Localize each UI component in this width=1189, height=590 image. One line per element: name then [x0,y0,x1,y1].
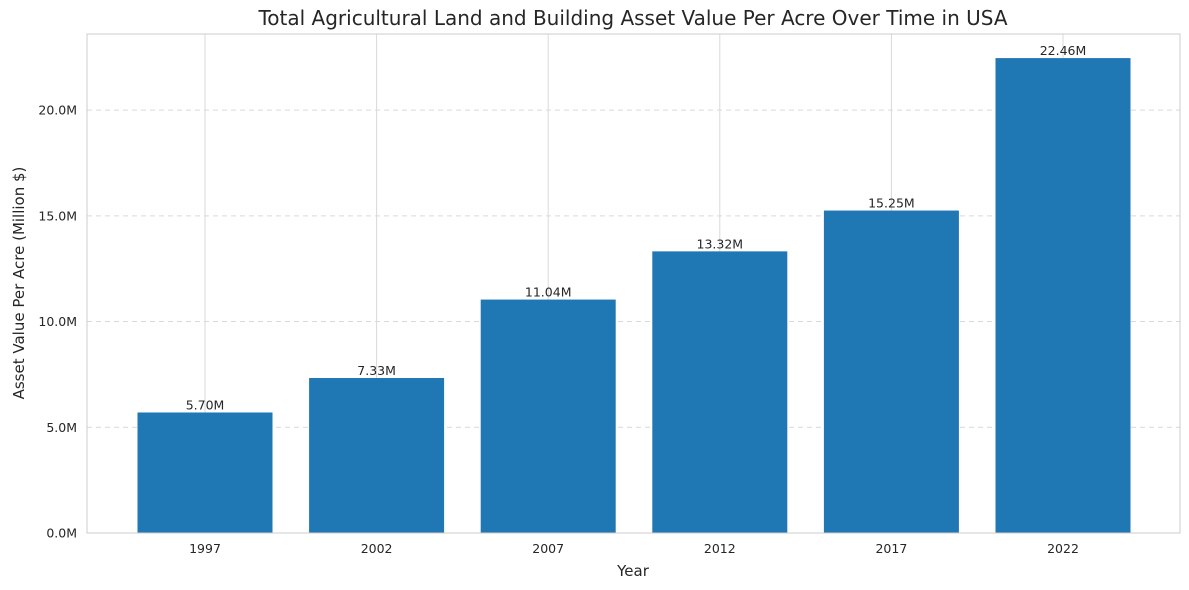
y-tick-label: 20.0M [38,103,77,118]
x-tick-label: 1997 [189,541,221,556]
data-label-1997: 5.70M [186,397,225,412]
bar-1997 [137,412,273,533]
data-label-2007: 11.04M [525,285,572,300]
data-label-2012: 13.32M [697,236,744,251]
x-tick-label: 2022 [1047,541,1079,556]
y-tick-label: 15.0M [38,208,77,223]
y-axis-label: Asset Value Per Acre (Million $) [10,167,28,400]
bars-layer [137,58,1131,533]
data-label-2017: 15.25M [868,196,915,211]
data-label-2002: 7.33M [357,363,396,378]
x-tick-label: 2007 [532,541,564,556]
bar-2002 [309,378,445,533]
bar-2017 [823,210,959,533]
data-labels: 5.70M 7.33M 11.04M 13.32M 15.25M 22.46M [186,43,1087,412]
chart-title: Total Agricultural Land and Building Ass… [257,6,1007,30]
x-tick-label: 2002 [361,541,393,556]
x-tick-label: 2017 [875,541,907,556]
y-tick-label: 0.0M [46,526,77,541]
bar-2007 [480,299,616,533]
x-tick-label: 2012 [704,541,736,556]
y-tick-labels: 0.0M 5.0M 10.0M 15.0M 20.0M [38,103,77,541]
x-axis-label: Year [616,562,650,580]
y-tick-label: 10.0M [38,314,77,329]
x-tick-labels: 1997 2002 2007 2012 2017 2022 [189,541,1079,556]
plot-frame [86,33,1181,534]
y-tick-label: 5.0M [46,420,77,435]
bar-2012 [652,251,788,533]
data-label-2022: 22.46M [1040,43,1087,58]
bar-2022 [995,58,1131,533]
